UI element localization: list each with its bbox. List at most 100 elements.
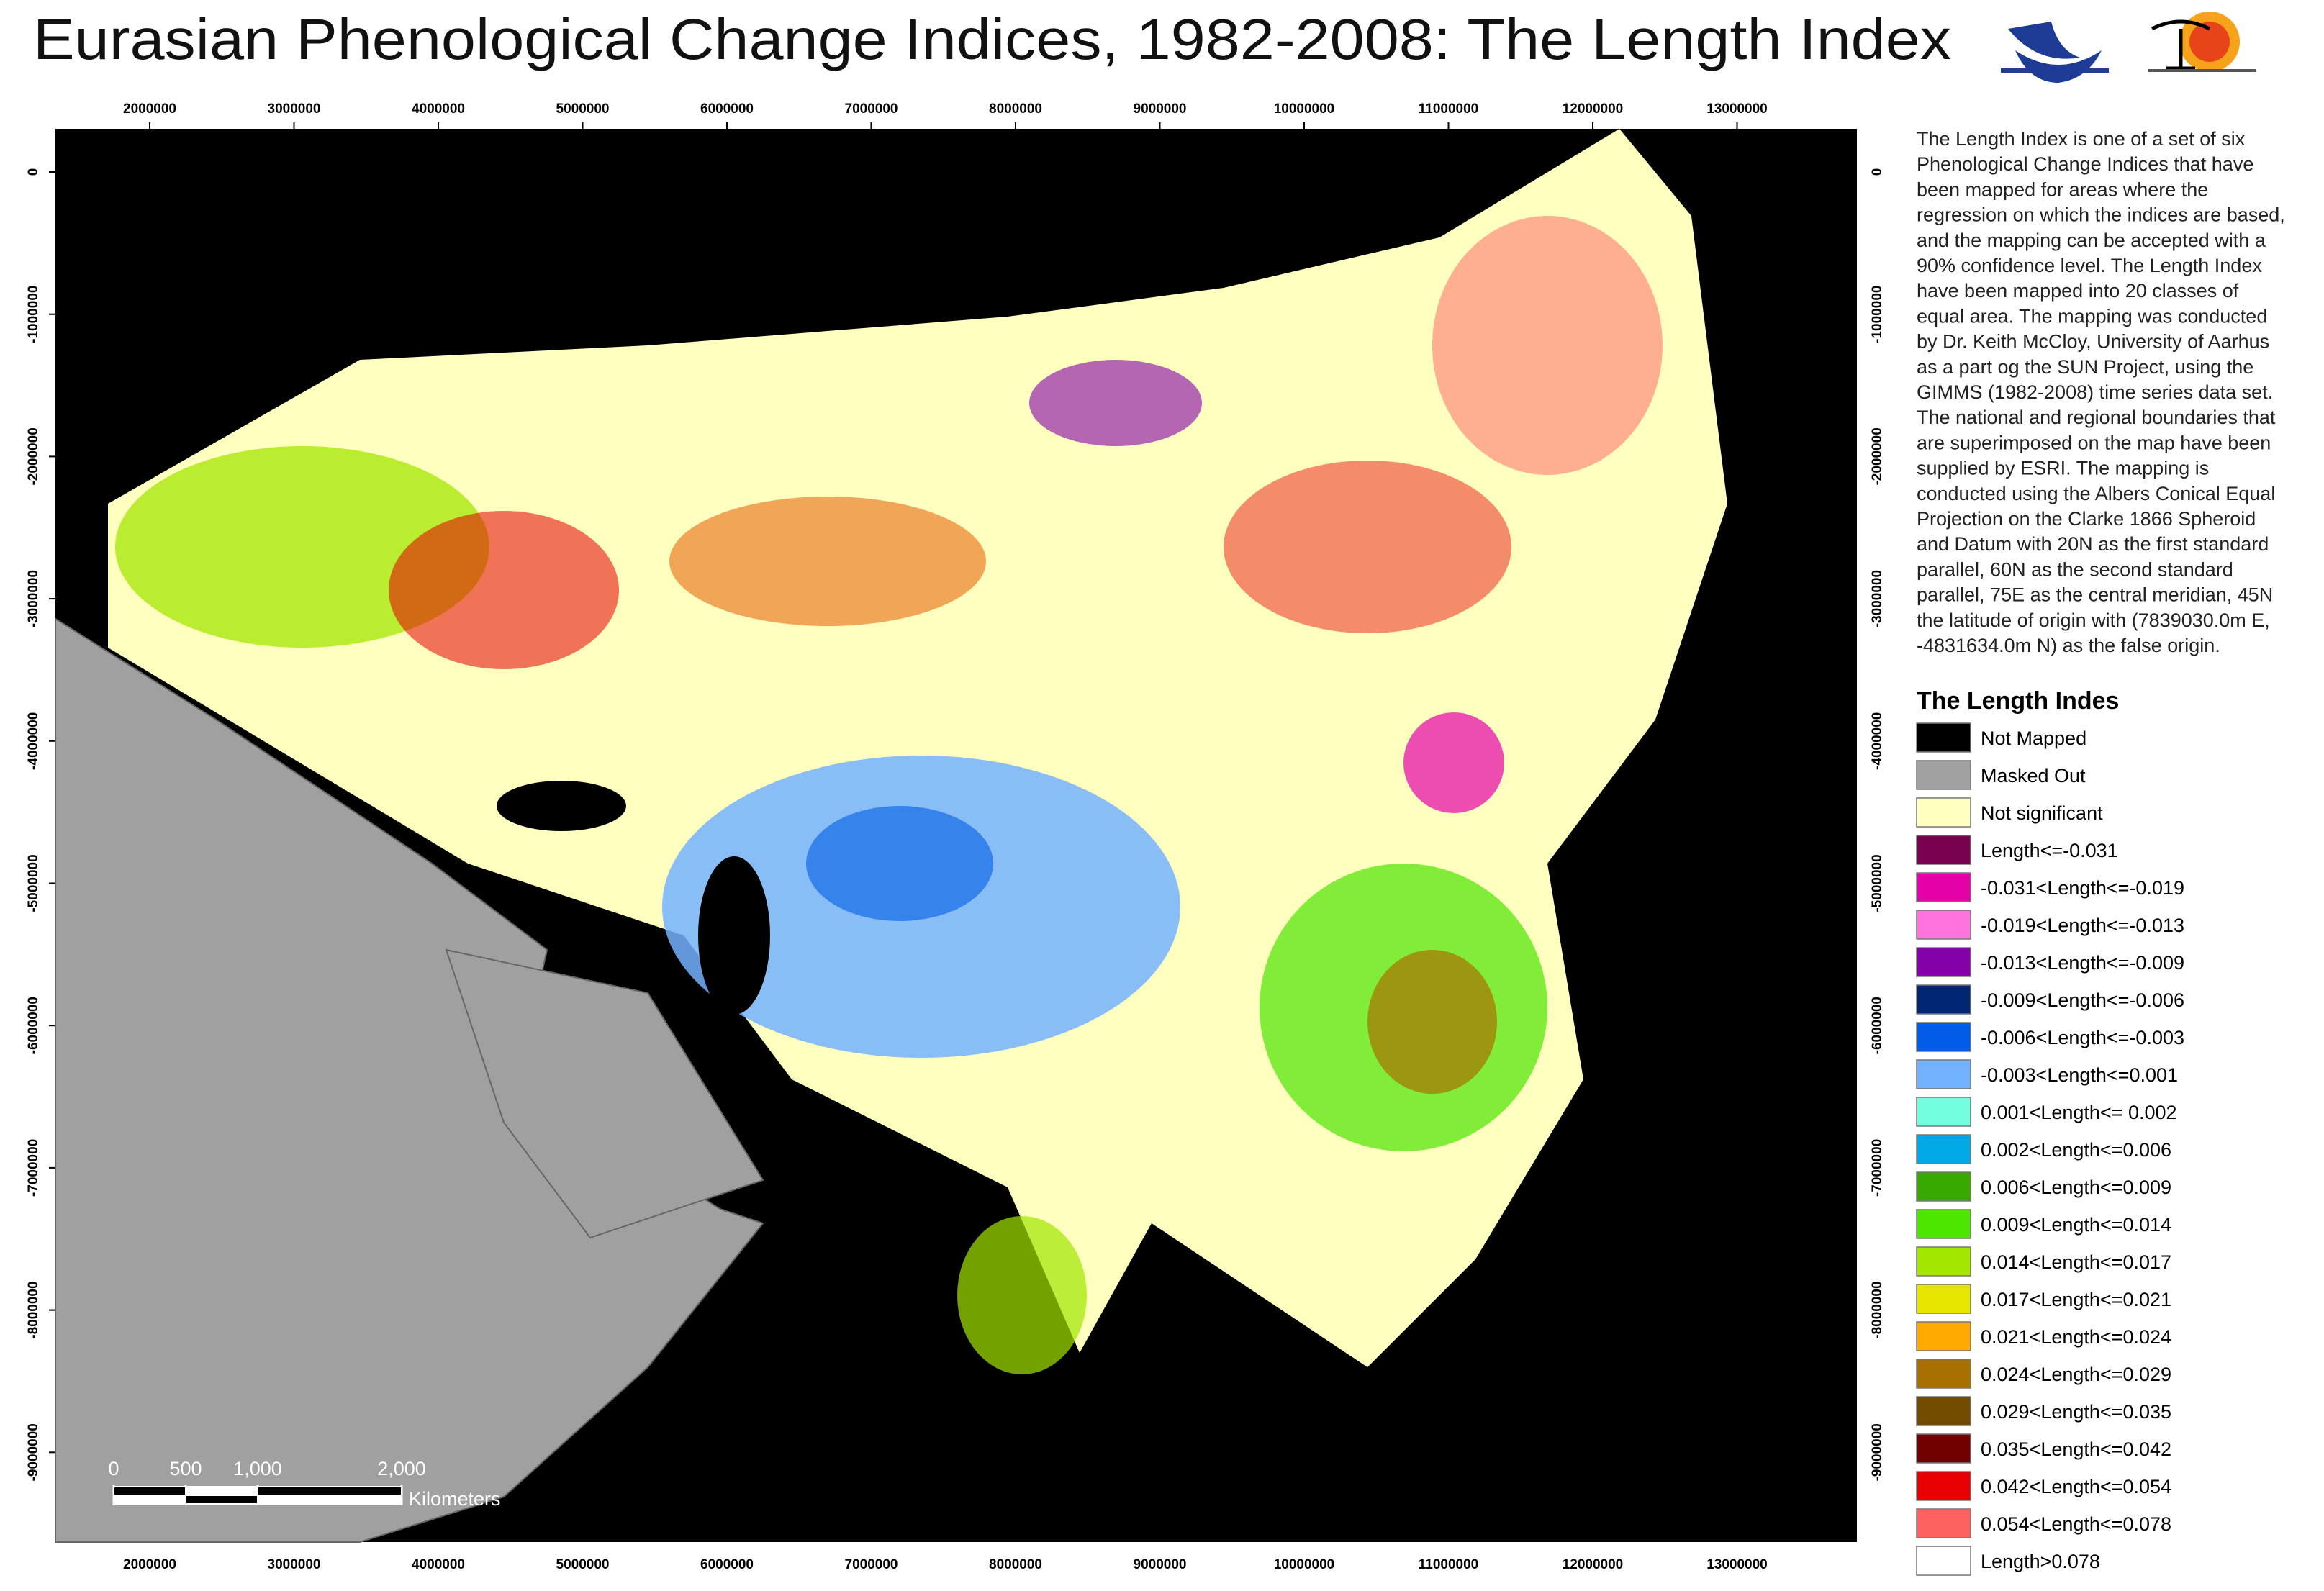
scale-segment: [185, 1495, 258, 1505]
x-tick-label-bottom: 3000000: [268, 1557, 321, 1572]
x-tick-label-bottom: 4000000: [412, 1557, 465, 1572]
y-tick-label-left: -8000000: [26, 1281, 41, 1338]
legend-swatch: [1916, 984, 1971, 1015]
description-line: and Datum with 20N as the first standard: [1917, 533, 2269, 555]
legend-swatch: [1916, 760, 1971, 790]
x-tick-label-top: 7000000: [845, 101, 898, 117]
description-line: regression on which the indices are base…: [1917, 204, 2285, 226]
description-line: by Dr. Keith McCloy, University of Aarhu…: [1917, 331, 2269, 353]
legend-label: 0.035<Length<=0.042: [1981, 1438, 2171, 1460]
y-tick-label-right: -9000000: [1870, 1423, 1885, 1481]
legend-swatch: [1916, 1059, 1971, 1089]
y-tick-label-right: -7000000: [1870, 1139, 1885, 1197]
x-tick-label-top: 5000000: [556, 101, 610, 117]
y-tick-label-left: -2000000: [26, 427, 41, 485]
y-tick-label-left: -3000000: [26, 570, 41, 627]
y-tick-label-left: -9000000: [26, 1423, 41, 1481]
legend-label: -0.003<Length<=0.001: [1981, 1064, 2178, 1086]
legend-label: 0.054<Length<=0.078: [1981, 1513, 2171, 1535]
legend-label: -0.009<Length<=-0.006: [1981, 989, 2184, 1011]
legend-swatch: [1916, 1097, 1971, 1127]
y-tick-label-right: -4000000: [1870, 712, 1885, 770]
scale-label: 500: [169, 1458, 202, 1479]
legend-swatch: [1916, 1433, 1971, 1464]
y-tick-label-right: -6000000: [1870, 997, 1885, 1054]
x-tick-label-bottom: 12000000: [1563, 1557, 1624, 1572]
scale-unit: Kilometers: [409, 1488, 501, 1510]
y-tick-label-right: -3000000: [1870, 570, 1885, 627]
x-tick-label-top: 6000000: [700, 101, 754, 117]
description-line: equal area. The mapping was conducted: [1917, 305, 2267, 327]
scale-label: 1,000: [233, 1458, 282, 1479]
legend-swatch: [1916, 1284, 1971, 1314]
x-tick-label-top: 4000000: [412, 101, 465, 117]
y-tick-label-right: -5000000: [1870, 854, 1885, 912]
legend-swatch: [1916, 1546, 1971, 1576]
description-line: are superimposed on the map have been: [1917, 432, 2271, 453]
y-tick-label-left: -4000000: [26, 712, 41, 770]
legend-swatch: [1916, 1171, 1971, 1202]
legend-label: Masked Out: [1981, 765, 2086, 787]
scale-segment: [257, 1495, 402, 1505]
legend-swatch: [1916, 872, 1971, 902]
x-tick-label-bottom: 2000000: [123, 1557, 176, 1572]
y-tick-label-left: -6000000: [26, 997, 41, 1054]
description-line: have been mapped into 20 classes of: [1917, 280, 2239, 302]
description-line: parallel, 60N as the second standard: [1917, 558, 2233, 580]
legend-label: 0.021<Length<=0.024: [1981, 1326, 2171, 1348]
description-line: and the mapping can be accepted with a: [1917, 230, 2266, 251]
description-line: The national and regional boundaries tha…: [1917, 407, 2276, 428]
description-line: as a part og the SUN Project, using the: [1917, 356, 2253, 378]
x-tick-label-bottom: 9000000: [1134, 1557, 1187, 1572]
logo-sun: [2148, 12, 2256, 72]
legend-swatch: [1916, 1471, 1971, 1501]
scale-segment: [185, 1486, 258, 1496]
legend-label: 0.014<Length<=0.017: [1981, 1251, 2171, 1273]
description-line: Phenological Change Indices that have: [1917, 153, 2253, 175]
y-tick-label-left: -5000000: [26, 854, 41, 912]
legend-swatch: [1916, 797, 1971, 828]
x-tick-label-top: 12000000: [1563, 101, 1624, 117]
description-line: been mapped for areas where the: [1917, 178, 2208, 200]
x-tick-label-bottom: 11000000: [1419, 1557, 1479, 1572]
y-tick-label-right: -2000000: [1870, 427, 1885, 485]
description-line: -4831634.0m N) as the false origin.: [1917, 635, 2220, 656]
scale-segment: [113, 1486, 186, 1496]
y-tick-label-left: -7000000: [26, 1139, 41, 1197]
description-line: the latitude of origin with (7839030.0m …: [1917, 609, 2270, 631]
legend-label: 0.001<Length<= 0.002: [1981, 1102, 2177, 1123]
description-line: supplied by ESRI. The mapping is: [1917, 458, 2209, 479]
legend-swatch: [1916, 1396, 1971, 1426]
description-line: parallel, 75E as the central meridian, 4…: [1917, 584, 2273, 606]
y-tick-label-left: -1000000: [26, 286, 41, 343]
legend-swatch: [1916, 722, 1971, 753]
x-tick-label-top: 13000000: [1706, 101, 1768, 117]
legend-label: Length>0.078: [1981, 1551, 2100, 1572]
title: Eurasian Phenological Change Indices, 19…: [33, 7, 1951, 71]
x-tick-label-top: 3000000: [268, 101, 321, 117]
legend-swatch: [1916, 947, 1971, 977]
legend-label: -0.031<Length<=-0.019: [1981, 877, 2184, 899]
x-tick-label-top: 10000000: [1274, 101, 1335, 117]
legend-swatch: [1916, 1246, 1971, 1277]
x-tick-label-bottom: 8000000: [989, 1557, 1042, 1572]
legend-label: -0.019<Length<=-0.013: [1981, 915, 2184, 936]
description-line: 90% confidence level. The Length Index: [1917, 255, 2262, 276]
legend-label: Not Mapped: [1981, 727, 2086, 749]
legend-swatch: [1916, 1134, 1971, 1164]
legend-swatch: [1916, 1321, 1971, 1351]
x-tick-label-bottom: 6000000: [700, 1557, 754, 1572]
y-tick-label-right: -8000000: [1870, 1281, 1885, 1338]
x-tick-label-top: 8000000: [989, 101, 1042, 117]
x-tick-label-bottom: 5000000: [556, 1557, 610, 1572]
x-tick-label-top: 11000000: [1419, 101, 1479, 117]
x-tick-label-top: 2000000: [123, 101, 176, 117]
legend-label: 0.017<Length<=0.021: [1981, 1289, 2171, 1310]
legend-swatch: [1916, 910, 1971, 940]
map-area: [55, 129, 1857, 1543]
description-line: Projection on the Clarke 1866 Spheroid: [1917, 508, 2256, 530]
description-line: conducted using the Albers Conical Equal: [1917, 483, 2275, 504]
scale-segment: [257, 1486, 402, 1496]
logo-aarhus: [2001, 22, 2109, 83]
